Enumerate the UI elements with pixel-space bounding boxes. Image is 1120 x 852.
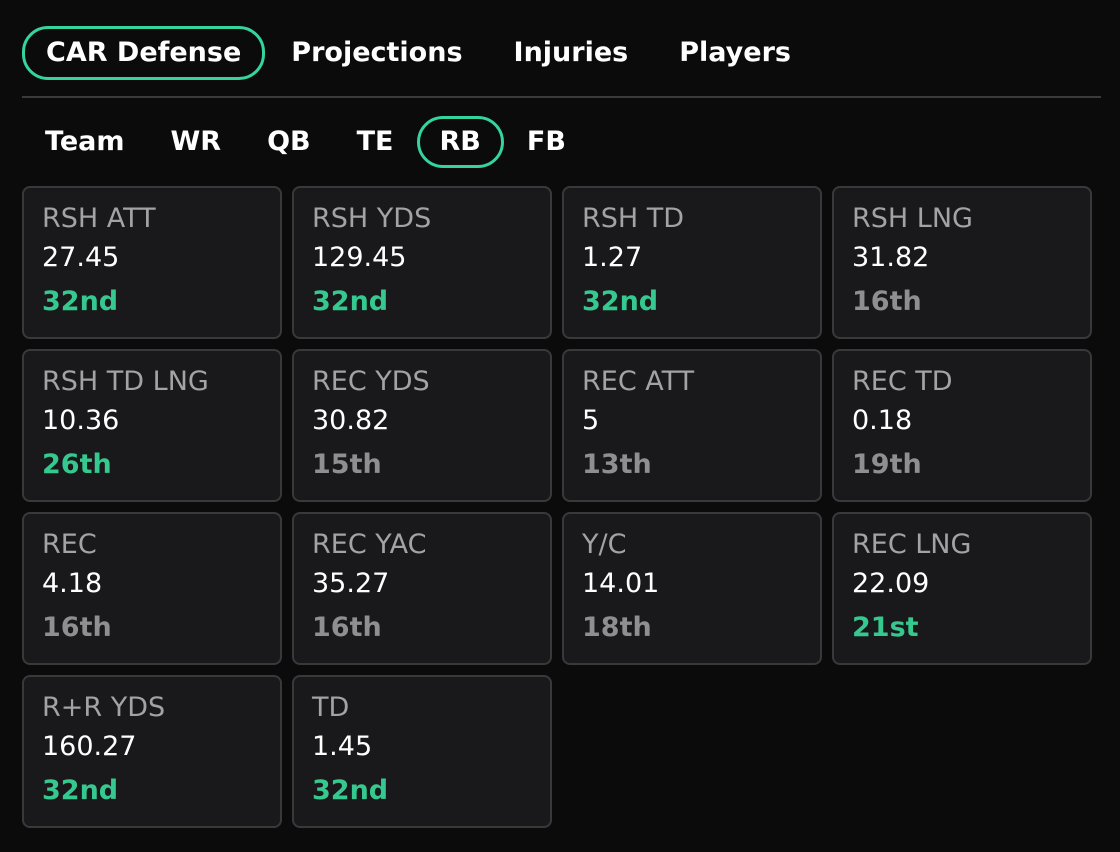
tab-divider — [22, 96, 1101, 98]
stat-card: RSH YDS 129.45 32nd — [292, 186, 552, 339]
stat-label: REC YAC — [312, 529, 427, 560]
stat-rank: 32nd — [312, 775, 389, 806]
stat-rank: 18th — [582, 612, 652, 643]
stat-label: Y/C — [582, 529, 627, 560]
stat-card: R+R YDS 160.27 32nd — [22, 675, 282, 828]
stat-label: RSH TD LNG — [42, 366, 209, 397]
position-tab-qb[interactable]: QB — [267, 126, 311, 157]
stat-value: 0.18 — [852, 405, 913, 436]
stat-value: 4.18 — [42, 568, 103, 599]
stat-card: REC ATT 5 13th — [562, 349, 822, 502]
main-tab-bar: CAR Defense Projections Injuries Players — [22, 26, 817, 80]
stat-rank: 21st — [852, 612, 919, 643]
tab-players[interactable]: Players — [679, 37, 791, 68]
stat-value: 30.82 — [312, 405, 390, 436]
stat-value: 5 — [582, 405, 600, 436]
stat-card: RSH ATT 27.45 32nd — [22, 186, 282, 339]
stat-rank: 19th — [852, 449, 922, 480]
tab-projections[interactable]: Projections — [291, 37, 463, 68]
stat-rank: 16th — [42, 612, 112, 643]
stat-rank: 32nd — [42, 286, 119, 317]
position-tab-wr[interactable]: WR — [170, 126, 222, 157]
stat-label: TD — [312, 692, 350, 723]
stat-card: REC TD 0.18 19th — [832, 349, 1092, 502]
position-tab-te[interactable]: TE — [356, 126, 394, 157]
stat-value: 10.36 — [42, 405, 120, 436]
tab-injuries[interactable]: Injuries — [513, 37, 629, 68]
stat-card: RSH TD 1.27 32nd — [562, 186, 822, 339]
stat-label: REC ATT — [582, 366, 695, 397]
position-tab-team[interactable]: Team — [45, 126, 125, 157]
stat-value: 35.27 — [312, 568, 390, 599]
stat-label: RSH LNG — [852, 203, 973, 234]
stat-card: REC YDS 30.82 15th — [292, 349, 552, 502]
stat-label: RSH TD — [582, 203, 685, 234]
stat-card: REC 4.18 16th — [22, 512, 282, 665]
stat-rank: 16th — [312, 612, 382, 643]
stat-card: TD 1.45 32nd — [292, 675, 552, 828]
stat-value: 1.45 — [312, 731, 373, 762]
position-tab-fb[interactable]: FB — [526, 126, 566, 157]
position-tab-rb[interactable]: RB — [416, 116, 504, 168]
stat-label: REC YDS — [312, 366, 430, 397]
stat-value: 129.45 — [312, 242, 407, 273]
stat-value: 27.45 — [42, 242, 120, 273]
stat-card: Y/C 14.01 18th — [562, 512, 822, 665]
stat-value: 14.01 — [582, 568, 660, 599]
stat-label: RSH YDS — [312, 203, 432, 234]
stat-rank: 15th — [312, 449, 382, 480]
stat-rank: 16th — [852, 286, 922, 317]
position-tab-bar: Team WR QB TE RB FB — [22, 116, 589, 168]
stat-label: REC TD — [852, 366, 953, 397]
stat-rank: 26th — [42, 449, 112, 480]
stat-label: RSH ATT — [42, 203, 156, 234]
stat-value: 31.82 — [852, 242, 930, 273]
stat-rank: 32nd — [42, 775, 119, 806]
stat-card-grid: RSH ATT 27.45 32nd RSH YDS 129.45 32nd RSH TD 1… — [22, 186, 1092, 828]
tab-car-defense[interactable]: CAR Defense — [22, 26, 266, 80]
stat-rank: 32nd — [582, 286, 659, 317]
stat-value: 160.27 — [42, 731, 137, 762]
stat-card: RSH TD LNG 10.36 26th — [22, 349, 282, 502]
stat-value: 1.27 — [582, 242, 643, 273]
stat-label: REC LNG — [852, 529, 972, 560]
stat-value: 22.09 — [852, 568, 930, 599]
stat-rank: 32nd — [312, 286, 389, 317]
stat-rank: 13th — [582, 449, 652, 480]
stat-card: REC YAC 35.27 16th — [292, 512, 552, 665]
stat-card: REC LNG 22.09 21st — [832, 512, 1092, 665]
stat-card: RSH LNG 31.82 16th — [832, 186, 1092, 339]
stat-label: R+R YDS — [42, 692, 166, 723]
stat-label: REC — [42, 529, 97, 560]
